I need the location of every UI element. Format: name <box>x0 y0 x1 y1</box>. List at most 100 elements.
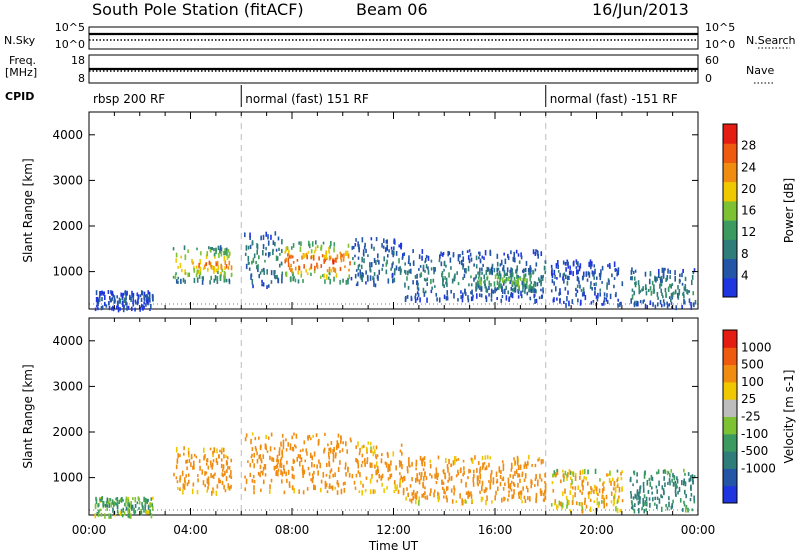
velocity-scatter-cell <box>664 482 666 488</box>
power-scatter-cell <box>378 260 380 265</box>
power-scatter-cell <box>230 265 233 271</box>
power-scatter-cell <box>134 307 136 312</box>
velocity-scatter-cell <box>319 487 322 493</box>
power-scatter-cell <box>484 249 487 256</box>
power-scatter-cell <box>121 300 124 305</box>
power-scatter-cell <box>193 265 195 270</box>
power-scatter-cell <box>322 241 325 245</box>
power-scatter-cell <box>485 288 488 293</box>
power-scatter-cell <box>252 257 255 263</box>
velocity-scatter-cell <box>693 495 695 501</box>
velocity-scatter-cell <box>303 469 306 475</box>
velocity-scatter-cell <box>518 495 520 499</box>
velocity-scatter-cell <box>393 489 396 494</box>
velocity-scatter-cell <box>251 432 254 436</box>
velocity-scatter-cell <box>366 460 368 465</box>
power-scatter-cell <box>245 245 248 251</box>
velocity-scatter-cell <box>590 490 592 495</box>
velocity-scatter-cell <box>583 500 586 505</box>
power-scatter-cell <box>520 252 522 258</box>
power-scatter-cell <box>460 259 463 266</box>
velocity-scatter-cell <box>104 503 107 508</box>
velocity-scatter-cell <box>329 470 332 474</box>
power-scatter-cell <box>567 261 569 266</box>
velocity-scatter-cell <box>275 471 277 477</box>
power-scatter-cell <box>216 279 219 285</box>
velocity-scatter-cell <box>289 443 292 447</box>
velocity-scatter-cell <box>657 469 660 474</box>
power-scatter-cell <box>347 253 350 259</box>
velocity-scatter-cell <box>406 487 408 491</box>
velocity-scatter-cell <box>501 497 503 503</box>
power-scatter-cell <box>184 256 187 261</box>
power-scatter-cell <box>683 294 685 299</box>
velocity-scatter-cell <box>616 484 619 488</box>
power-scatter-cell <box>657 268 660 274</box>
power-scatter-cell <box>671 305 673 310</box>
velocity-scatter-cell <box>663 468 666 472</box>
velocity-scatter-cell <box>615 506 617 512</box>
power-scatter-cell <box>589 285 592 289</box>
power-scatter-cell <box>224 260 227 265</box>
velocity-scatter-cell <box>415 494 418 500</box>
velocity-scatter-cell <box>210 473 212 478</box>
power-scatter-cell <box>544 261 547 265</box>
power-scatter-cell <box>329 278 331 285</box>
velocity-scatter-cell <box>582 469 584 475</box>
power-scatter-cell <box>498 282 501 288</box>
velocity-scatter-cell <box>421 493 423 498</box>
power-scatter-cell <box>220 251 223 257</box>
velocity-scatter-cell <box>477 461 480 466</box>
power-scatter-cell <box>294 278 297 283</box>
power-scatter-cell <box>603 299 606 303</box>
power-scatter-cell <box>270 280 273 284</box>
power-scatter-cell <box>616 270 619 274</box>
power-scatter-cell <box>263 267 265 272</box>
power-scatter-cell <box>324 279 326 284</box>
velocity-scatter-cell <box>524 461 527 467</box>
velocity-scatter-cell <box>471 459 474 464</box>
velocity-scatter-cell <box>495 471 498 478</box>
velocity-scatter-cell <box>344 462 347 467</box>
nsearch-label: N.Search <box>746 34 796 47</box>
velocity-scatter-cell <box>144 503 147 507</box>
power-scatter-cell <box>683 298 685 305</box>
power-scatter-cell <box>369 275 372 281</box>
velocity-colorbar-label: Velocity [m s-1] <box>782 370 796 464</box>
power-scatter-cell <box>496 268 499 273</box>
nave-label: Nave <box>746 64 774 77</box>
velocity-scatter-cell <box>215 457 218 463</box>
power-scatter-cell <box>505 285 508 290</box>
velocity-scatter-cell <box>606 473 608 477</box>
velocity-scatter-cell <box>275 464 278 469</box>
velocity-scatter-cell <box>540 459 543 465</box>
power-scatter-cell <box>462 256 465 262</box>
velocity-scatter-cell <box>102 500 104 506</box>
power-scatter-cell <box>387 278 390 284</box>
velocity-scatter-cell <box>381 482 383 487</box>
velocity-scatter-cell <box>473 473 475 479</box>
velocity-scatter-cell <box>601 494 604 500</box>
power-scatter-cell <box>109 298 112 303</box>
power-scatter-cell <box>279 253 281 256</box>
velocity-scatter-cell <box>224 488 227 493</box>
power-scatter-cell <box>662 273 665 278</box>
velocity-scatter-cell <box>380 475 383 481</box>
velocity-scatter-cell <box>285 448 288 452</box>
power-scatter-cell <box>244 252 247 257</box>
velocity-scatter-cell <box>656 496 659 500</box>
power-scatter-cell <box>579 263 582 269</box>
power-scatter-cell <box>445 277 448 283</box>
power-scatter-cell <box>290 263 292 268</box>
velocity-scatter-cell <box>226 456 229 460</box>
power-scatter-cell <box>665 292 667 298</box>
velocity-scatter-cell <box>130 501 132 506</box>
velocity-scatter-cell <box>424 472 426 478</box>
velocity-scatter-cell <box>433 492 435 498</box>
power-scatter-cell <box>401 253 404 259</box>
power-scatter-cell <box>507 290 509 295</box>
velocity-scatter-cell <box>401 476 404 483</box>
power-scatter-cell <box>592 299 595 303</box>
power-scatter-cell <box>580 299 582 304</box>
velocity-scatter-cell <box>179 475 182 481</box>
